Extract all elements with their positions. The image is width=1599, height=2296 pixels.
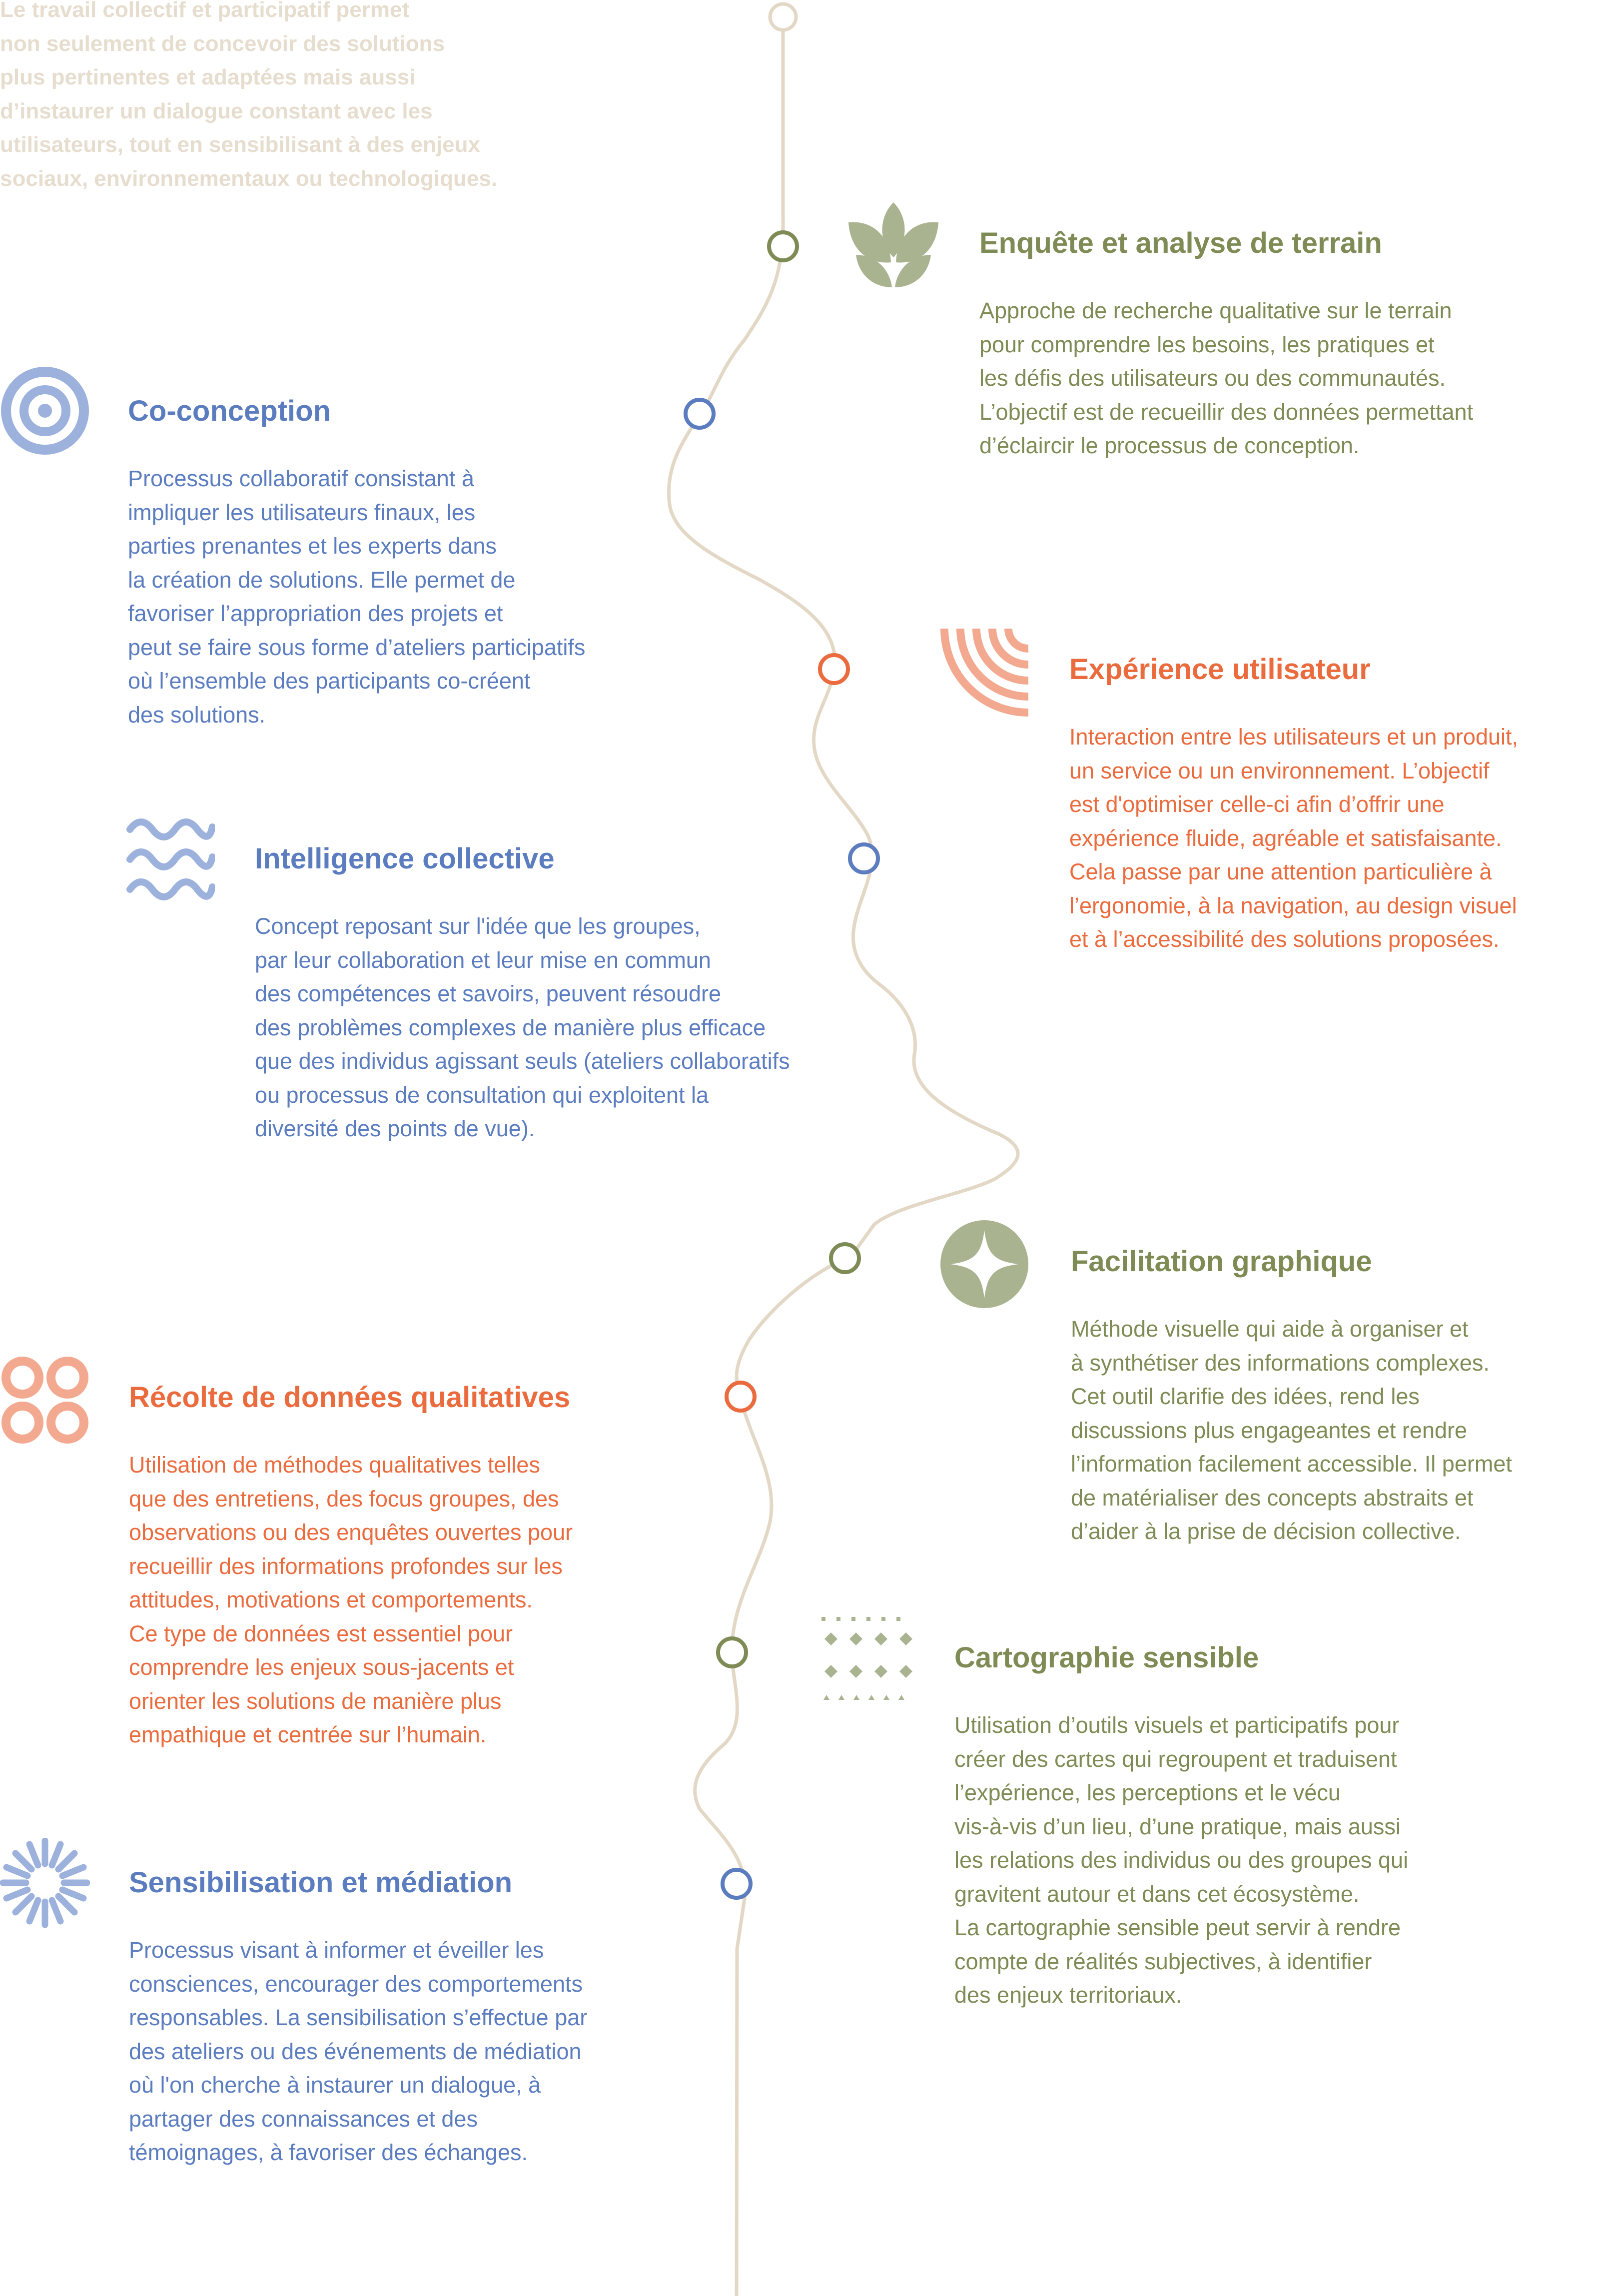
sunburst-icon <box>0 1838 90 1928</box>
timeline-node-recolte <box>725 1381 757 1413</box>
star-circle-icon <box>939 1219 1029 1309</box>
rings-icon <box>0 1355 90 1445</box>
item-description: Concept reposant sur l'idée que les grou… <box>255 913 790 1141</box>
dots-grid-icon <box>819 1615 914 1705</box>
item-enquete: Enquête et analyse de terrain Approche d… <box>979 226 1594 463</box>
item-intelligence: Intelligence collective Concept reposant… <box>255 841 899 1146</box>
item-description: Processus visant à informer et éveiller … <box>129 1937 588 2165</box>
item-title: Co-conception <box>128 395 331 427</box>
item-title: Enquête et analyse de terrain <box>979 227 1382 259</box>
timeline-node-intelligence <box>848 842 880 874</box>
target-icon <box>0 366 90 456</box>
waves-icon <box>125 814 215 904</box>
item-coconception: Co-conception Processus collaboratif con… <box>128 394 713 732</box>
item-title: Intelligence collective <box>255 842 555 875</box>
item-facilitation: Facilitation graphique Méthode visuelle … <box>1071 1244 1599 1548</box>
item-description: Utilisation d’outils visuels et particip… <box>954 1712 1409 2008</box>
timeline-node-experience <box>818 653 850 685</box>
leaves-icon <box>846 200 941 290</box>
item-recolte: Récolte de données qualitatives Utilisat… <box>129 1380 709 1752</box>
timeline-line <box>667 15 1020 2296</box>
item-title: Cartographie sensible <box>954 1641 1259 1674</box>
timeline-node-top <box>768 2 798 32</box>
item-title: Expérience utilisateur <box>1069 653 1371 686</box>
timeline-node-coconception <box>684 398 716 430</box>
arcs-icon <box>938 629 1028 719</box>
intro-text: Le travail collectif et participatif per… <box>0 0 498 191</box>
timeline-node-enquete <box>767 230 799 262</box>
item-description: Approche de recherche qualitative sur le… <box>979 298 1474 458</box>
item-description: Méthode visuelle qui aide à organiser et… <box>1071 1316 1512 1544</box>
item-title: Sensibilisation et médiation <box>129 1866 513 1899</box>
item-description: Utilisation de méthodes qualitatives tel… <box>129 1452 573 1747</box>
item-title: Facilitation graphique <box>1071 1245 1372 1278</box>
timeline-node-sensibilisation <box>721 1868 753 1900</box>
timeline-node-facilitation <box>829 1242 861 1274</box>
item-title: Récolte de données qualitatives <box>129 1381 571 1414</box>
item-description: Processus collaboratif consistant à impl… <box>128 466 586 728</box>
item-experience: Expérience utilisateur Interaction entre… <box>1069 652 1599 956</box>
item-description: Interaction entre les utilisateurs et un… <box>1069 724 1519 952</box>
timeline-node-cartographie <box>716 1636 748 1668</box>
item-sensibilisation: Sensibilisation et médiation Processus v… <box>129 1865 709 2170</box>
item-cartographie: Cartographie sensible Utilisation d’outi… <box>954 1640 1564 2012</box>
